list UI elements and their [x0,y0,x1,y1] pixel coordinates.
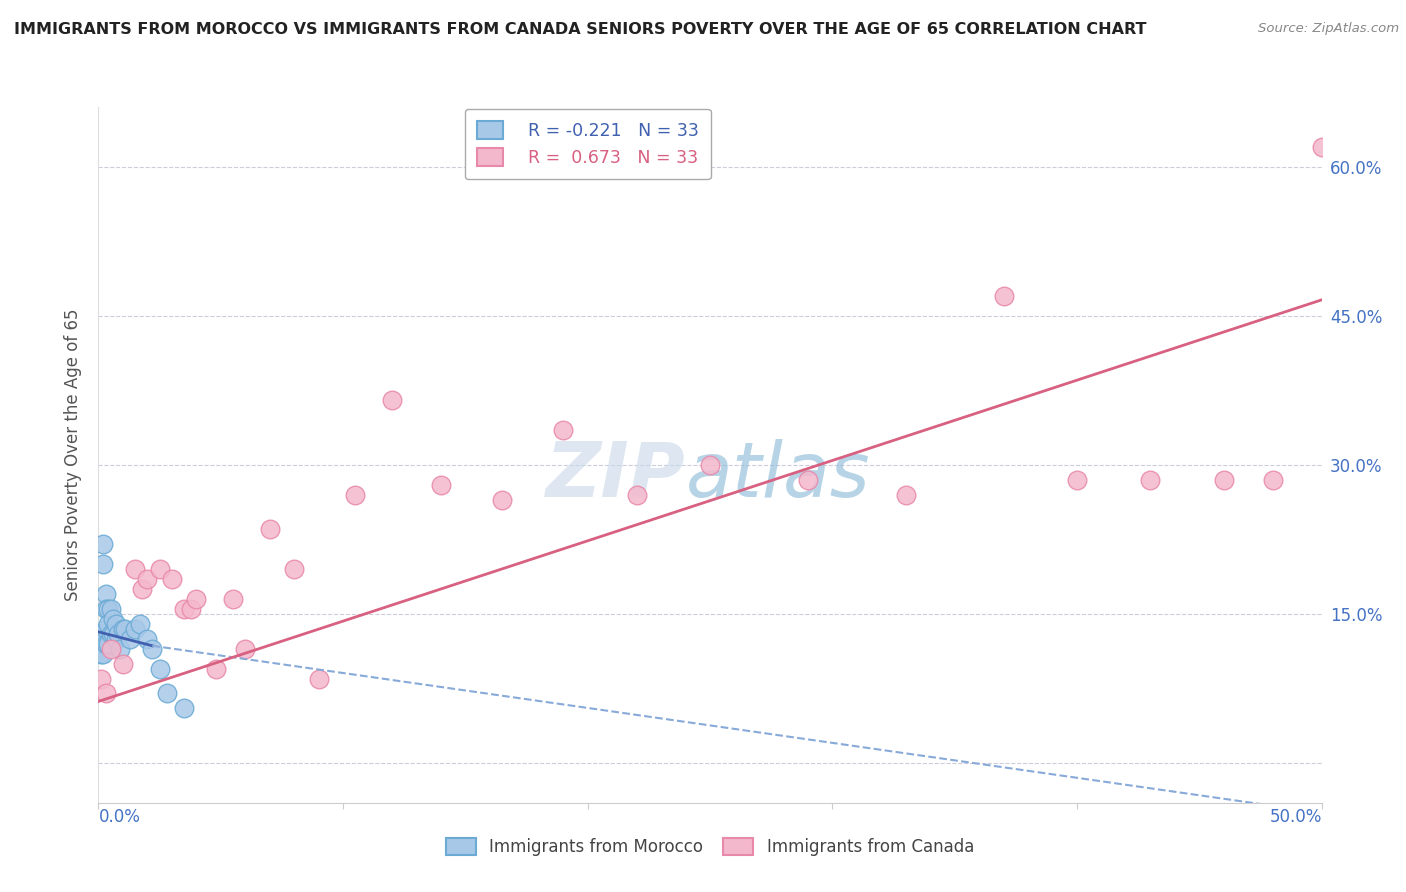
Point [136,632,159,646]
Point [626,488,648,502]
Point [222,592,245,607]
Point [90,672,112,686]
Point [141,641,163,656]
Y-axis label: Seniors Poverty Over the Age of 65: Seniors Poverty Over the Age of 65 [65,309,83,601]
Point [186,592,208,607]
Legend: Immigrants from Morocco, Immigrants from Canada: Immigrants from Morocco, Immigrants from… [437,830,983,864]
Point [124,622,146,636]
Point [91,647,114,661]
Point [90,637,112,651]
Point [97,602,120,616]
Point [259,523,281,537]
Point [129,616,152,631]
Text: ZIP: ZIP [546,439,686,513]
Point [1066,473,1088,487]
Point [100,627,122,641]
Point [136,572,159,586]
Text: atlas: atlas [686,439,870,513]
Point [101,627,124,641]
Point [94,686,117,700]
Point [491,492,513,507]
Point [90,641,112,656]
Point [308,672,330,686]
Point [993,289,1015,303]
Point [94,637,117,651]
Point [114,622,136,636]
Point [104,632,127,646]
Point [430,477,453,491]
Point [100,641,122,656]
Point [124,562,146,576]
Point [1310,140,1333,154]
Point [156,686,179,700]
Point [173,602,195,616]
Point [90,647,112,661]
Point [283,562,305,576]
Point [94,602,117,616]
Point [1139,473,1161,487]
Point [699,458,721,472]
Point [107,627,129,641]
Point [111,657,134,671]
Point [553,423,575,437]
Point [160,572,183,586]
Point [149,662,172,676]
Point [110,641,132,656]
Point [120,632,142,646]
Text: IMMIGRANTS FROM MOROCCO VS IMMIGRANTS FROM CANADA SENIORS POVERTY OVER THE AGE O: IMMIGRANTS FROM MOROCCO VS IMMIGRANTS FR… [14,22,1146,37]
Point [90,627,112,641]
Point [91,627,114,641]
Point [97,637,120,651]
Point [1261,473,1284,487]
Point [91,537,114,551]
Point [1212,473,1234,487]
Point [180,602,202,616]
Point [91,558,114,572]
Point [344,488,367,502]
Point [894,488,917,502]
Text: 50.0%: 50.0% [1270,808,1322,826]
Point [104,616,127,631]
Point [797,473,820,487]
Point [131,582,153,596]
Point [381,393,404,408]
Point [233,641,256,656]
Text: Source: ZipAtlas.com: Source: ZipAtlas.com [1258,22,1399,36]
Point [173,701,195,715]
Text: 0.0%: 0.0% [98,808,141,826]
Point [205,662,228,676]
Point [94,622,117,636]
Point [149,562,172,576]
Point [97,616,120,631]
Point [101,612,124,626]
Point [111,622,134,636]
Point [100,602,122,616]
Point [94,587,117,601]
